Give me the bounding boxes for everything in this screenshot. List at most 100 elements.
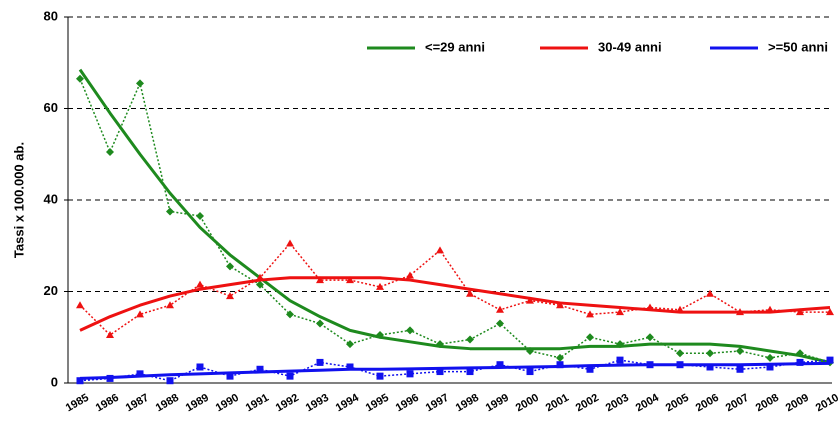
x-tick-label: 2003 [604,392,631,415]
data-point [346,340,354,349]
y-axis-label: Tassi x 100.000 ab. [11,142,26,258]
data-point [796,358,804,366]
data-point [106,330,114,338]
trend-line [79,361,831,380]
y-tick-label: 20 [44,283,58,298]
data-point [526,346,534,355]
data-point [136,79,144,88]
data-point [376,372,384,380]
data-point [196,363,204,371]
data-point [166,207,174,216]
x-tick-label: 1990 [214,392,241,415]
data-point [226,372,234,380]
x-tick-label: 2010 [814,392,838,415]
data-point [196,280,204,288]
data-point [406,370,414,378]
data-point [436,368,444,376]
trend-line [79,276,831,332]
data-point [796,349,804,358]
x-tick-label: 2004 [634,391,662,414]
x-tick-label: 1987 [124,392,151,415]
data-point [286,372,294,380]
data-line [79,242,830,336]
data-point [736,365,744,373]
data-point [676,305,684,313]
data-point [826,356,834,364]
data-point [616,356,624,364]
data-point [106,374,114,382]
data-point [586,365,594,373]
data-point [526,296,534,304]
y-tick-label: 40 [44,191,58,206]
data-point [166,377,174,385]
data-point [766,305,774,313]
x-tick-label: 1996 [394,392,421,415]
data-point [226,262,234,271]
data-point [556,361,564,369]
y-tick-label: 60 [44,100,58,115]
x-tick-label: 1985 [64,392,91,415]
data-point [646,303,654,311]
data-line [79,78,831,364]
x-tick-label: 1999 [484,392,511,415]
data-point [136,310,144,318]
data-point [646,361,654,369]
data-line [79,359,831,382]
x-tick-label: 2005 [664,392,691,415]
x-tick-label: 1992 [274,392,301,415]
data-point [706,289,714,297]
x-tick-label: 2001 [544,392,571,415]
data-point [226,292,234,300]
data-point [76,74,84,83]
data-point [736,308,744,316]
data-point [346,363,354,371]
y-tick-label: 80 [44,8,58,23]
x-tick-label: 2006 [694,392,721,415]
data-point [256,273,264,281]
data-point [406,271,414,279]
data-point [736,346,744,355]
legend-label: 30-49 anni [598,39,662,54]
x-tick-label: 1997 [424,392,451,415]
legend-label: >=50 anni [768,39,828,54]
data-point [706,349,714,358]
data-point [436,340,444,349]
data-point [796,308,804,316]
data-point [196,212,204,221]
x-tick-label: 1995 [364,392,391,415]
x-tick-label: 2008 [754,392,781,415]
data-point [766,353,774,362]
data-point [316,358,324,366]
data-point [586,333,594,342]
data-point [286,310,294,319]
data-point [556,301,564,309]
x-tick-label: 2007 [724,392,751,415]
data-point [136,370,144,378]
x-tick-label: 1988 [154,392,181,415]
x-tick-label: 2009 [784,392,811,415]
data-point [286,239,294,247]
data-point [76,301,84,309]
data-point [466,368,474,376]
data-point [466,335,474,344]
data-point [166,301,174,309]
x-tick-label: 1994 [334,391,362,414]
x-tick-label: 1998 [454,392,481,415]
data-point [646,333,654,342]
data-point [706,363,714,371]
data-point [406,326,414,335]
x-tick-label: 2002 [574,392,601,415]
data-point [376,330,384,339]
data-point [676,349,684,358]
data-point [316,276,324,284]
x-tick-label: 1991 [244,392,271,415]
data-point [586,310,594,318]
data-point [106,147,114,156]
data-point [826,308,834,316]
data-point [376,282,384,290]
data-point [466,289,474,297]
x-tick-label: 1989 [184,392,211,415]
trend-line [78,68,831,364]
data-point [616,340,624,349]
